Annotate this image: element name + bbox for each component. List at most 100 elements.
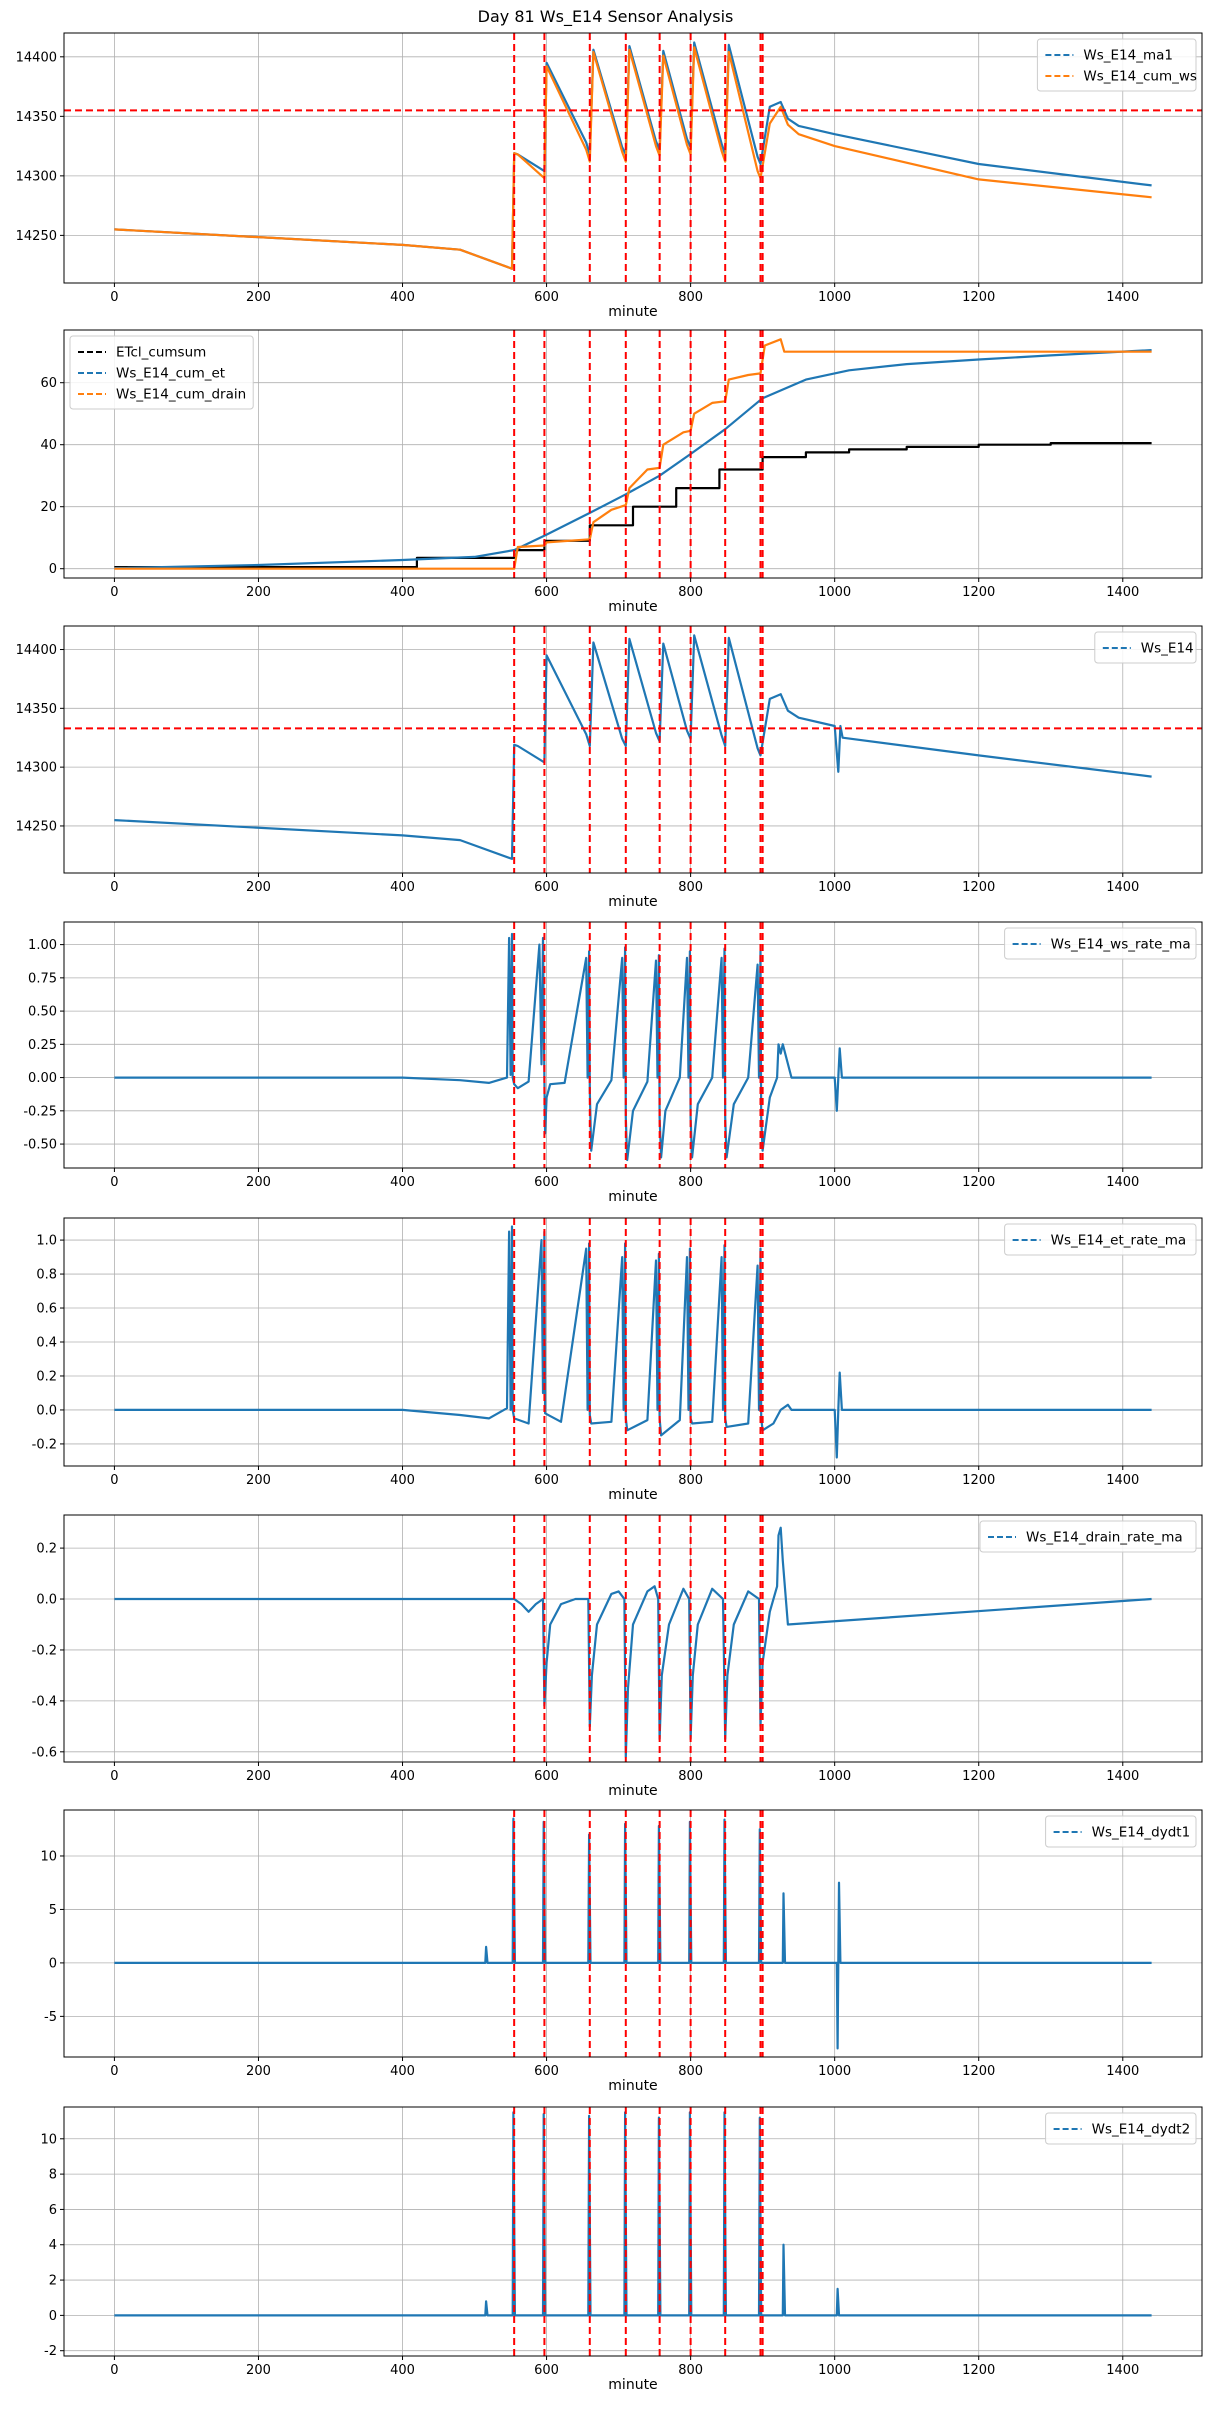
- x-axis-label: minute: [608, 1189, 657, 1205]
- y-tick-label: 10: [40, 2132, 57, 2147]
- y-tick-label: 0.25: [28, 1038, 57, 1053]
- series-line-Ws_E14_ws_rate_ma: [114, 932, 1152, 1162]
- x-tick-label: 0: [110, 1769, 118, 1784]
- y-tick-label: 14350: [16, 110, 57, 125]
- series-line-Ws_E14_cum_ws: [114, 46, 1152, 270]
- x-tick-label: 400: [390, 585, 415, 600]
- y-tick-label: 5: [49, 1903, 57, 1918]
- x-tick-label: 800: [678, 290, 703, 305]
- x-tick-label: 0: [110, 1473, 118, 1488]
- series-line-Ws_E14_cum_et: [114, 349, 1152, 570]
- plot-area: [114, 1810, 1152, 2057]
- y-tick-label: 6: [49, 2203, 57, 2218]
- y-tick-label: -2: [44, 2344, 57, 2359]
- x-tick-label: 400: [390, 2064, 415, 2079]
- legend-box: [1045, 2112, 1197, 2145]
- y-tick-label: 20: [40, 500, 57, 515]
- y-tick-label: 14250: [16, 819, 57, 834]
- x-tick-label: 0: [110, 290, 118, 305]
- x-tick-label: 400: [390, 290, 415, 305]
- x-tick-label: 1400: [1106, 880, 1139, 895]
- x-tick-label: 200: [246, 1473, 271, 1488]
- x-tick-label: 1400: [1106, 1769, 1139, 1784]
- y-tick-label: 0.00: [28, 1071, 57, 1086]
- x-tick-label: 1400: [1106, 585, 1139, 600]
- x-tick-label: 1400: [1106, 2064, 1139, 2079]
- y-tick-label: 14300: [16, 169, 57, 184]
- y-tick-label: 0.75: [28, 971, 57, 986]
- axes-frame: [63, 625, 1203, 874]
- x-tick-label: 1000: [818, 290, 851, 305]
- x-tick-label: 200: [246, 2064, 271, 2079]
- panel-3: 0 200 400 600 800 1000 1200 1400 14250 14300 14350…: [16, 625, 1203, 910]
- x-tick-label: 400: [390, 1473, 415, 1488]
- y-tick-label: 14400: [16, 50, 57, 65]
- legend-box: [1094, 631, 1197, 664]
- legend-box: [1004, 1223, 1197, 1256]
- x-tick-label: 1200: [962, 1175, 995, 1190]
- x-tick-label: 800: [678, 2363, 703, 2378]
- x-tick-label: 200: [246, 585, 271, 600]
- panel-6: 0 200 400 600 800 1000 1200 1400 0.2 0.0 -0.2 -0.4 -…: [32, 1514, 1203, 1799]
- legend: Ws_E14_ma1 Ws_E14_cum_ws: [1036, 38, 1197, 92]
- series-line-Ws_E14: [114, 634, 1152, 861]
- y-tick-label: 14400: [16, 643, 57, 658]
- y-tick-label: -0.25: [23, 1104, 57, 1119]
- x-tick-label: 1000: [818, 1769, 851, 1784]
- legend: Ws_E14_drain_rate_ma: [979, 1520, 1197, 1553]
- legend-label: Ws_E14_ma1: [1083, 48, 1173, 64]
- x-tick-label: 200: [246, 1769, 271, 1784]
- series-line-Ws_E14_dydt2: [114, 2111, 1152, 2317]
- plot-area: [114, 330, 1152, 578]
- legend-box: [69, 335, 254, 410]
- x-tick-label: 600: [534, 585, 559, 600]
- x-tick-label: 1400: [1106, 2363, 1139, 2378]
- panel-4: 0 200 400 600 800 1000 1200 1400 1.00 0.75 0.50 0.2…: [23, 921, 1203, 1205]
- legend: Ws_E14_dydt1: [1045, 1815, 1197, 1848]
- x-tick-label: 1200: [962, 1473, 995, 1488]
- axes-frame: [63, 1809, 1203, 2058]
- x-tick-label: 800: [678, 585, 703, 600]
- x-axis-label: minute: [608, 2377, 657, 2393]
- x-tick-label: 800: [678, 1473, 703, 1488]
- x-tick-label: 1200: [962, 2064, 995, 2079]
- x-tick-label: 1400: [1106, 290, 1139, 305]
- x-tick-label: 0: [110, 585, 118, 600]
- x-tick-label: 400: [390, 1175, 415, 1190]
- y-tick-label: 0.0: [36, 1403, 57, 1418]
- x-tick-label: 1000: [818, 585, 851, 600]
- panel-1: 0 200 400 600 800 1000 1200 1400 14250 14300 14350…: [16, 32, 1203, 320]
- y-tick-label: 0.6: [36, 1302, 57, 1317]
- series-line-ETcl_cumsum: [114, 442, 1152, 569]
- x-axis-label: minute: [608, 1487, 657, 1503]
- x-tick-label: 600: [534, 880, 559, 895]
- y-tick-label: 40: [40, 438, 57, 453]
- x-tick-label: 800: [678, 1769, 703, 1784]
- plot-area: [114, 1218, 1152, 1466]
- y-tick-label: -0.4: [32, 1694, 57, 1709]
- plot-area: [114, 922, 1152, 1168]
- x-tick-label: 600: [534, 290, 559, 305]
- legend: Ws_E14_dydt2: [1045, 2112, 1197, 2145]
- y-tick-label: 4: [49, 2238, 57, 2253]
- plot-area: [114, 1515, 1152, 1762]
- x-tick-label: 0: [110, 2363, 118, 2378]
- legend-label: Ws_E14_ws_rate_ma: [1051, 937, 1191, 953]
- x-tick-label: 800: [678, 1175, 703, 1190]
- y-tick-label: 0.2: [36, 1369, 57, 1384]
- x-tick-label: 400: [390, 1769, 415, 1784]
- legend: Ws_E14_ws_rate_ma: [1004, 927, 1197, 960]
- x-tick-label: 800: [678, 880, 703, 895]
- y-tick-label: 14250: [16, 229, 57, 244]
- legend-label: Ws_E14: [1141, 641, 1194, 657]
- x-tick-label: 1200: [962, 290, 995, 305]
- gridlines: [64, 33, 1202, 283]
- x-tick-label: 1000: [818, 1473, 851, 1488]
- gridlines: [64, 626, 1202, 873]
- x-axis-label: minute: [608, 599, 657, 615]
- legend-box: [1045, 1815, 1197, 1848]
- x-tick-label: 200: [246, 290, 271, 305]
- axes-frame: [63, 32, 1203, 284]
- y-tick-label: 0.4: [36, 1336, 57, 1351]
